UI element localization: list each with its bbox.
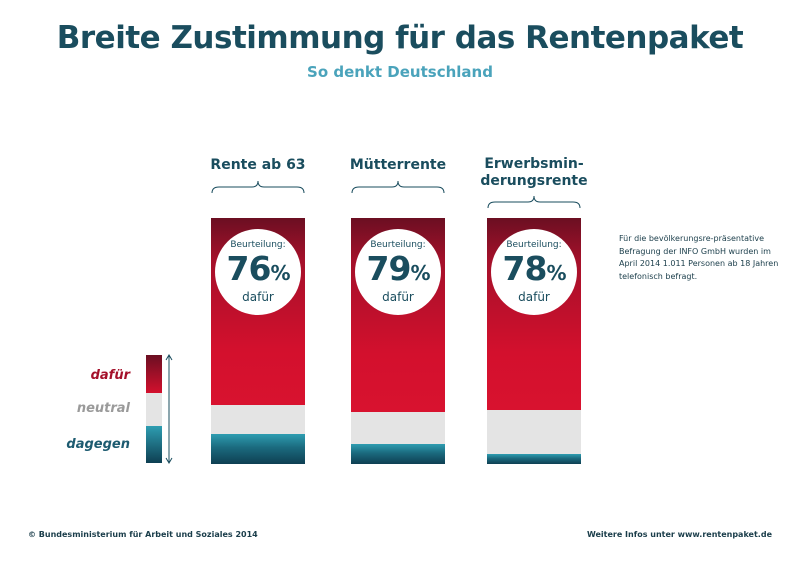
- approval-label: Beurteilung:: [370, 240, 426, 250]
- category-label: Rente ab 63: [210, 157, 306, 173]
- approval-suffix: dafür: [242, 290, 274, 304]
- bar-segment-neutral: [351, 412, 445, 445]
- approval-circle: Beurteilung: 79% dafür: [355, 229, 441, 315]
- category-label: Erwerbsmin-derungsrente: [480, 156, 588, 189]
- copyright-footer: © Bundesministerium für Arbeit und Sozia…: [28, 530, 258, 539]
- more-info-link[interactable]: Weitere Infos unter www.rentenpaket.de: [586, 530, 772, 539]
- category-brace: [211, 180, 305, 194]
- approval-value: 76%: [226, 249, 291, 288]
- chart-title: Breite Zustimmung für das Rentenpaket: [56, 20, 744, 56]
- bar-segment-neutral: [211, 404, 305, 435]
- approval-circle: Beurteilung: 76% dafür: [215, 229, 301, 315]
- legend-label-dafuer: dafür: [90, 368, 130, 383]
- category-brace: [487, 195, 581, 209]
- bar-segment-dagegen: [211, 434, 305, 464]
- category-label: Mütterrente: [349, 157, 447, 173]
- approval-value: 78%: [502, 249, 567, 288]
- approval-label: Beurteilung:: [230, 240, 286, 250]
- chart-subtitle: So denkt Deutschland: [307, 63, 493, 81]
- survey-note: Für die bevölkerungsre-präsentative Befr…: [619, 234, 779, 281]
- legend-swatch-neutral: [146, 393, 162, 426]
- bar-segment-dagegen: [351, 444, 445, 464]
- approval-value: 79%: [366, 249, 431, 288]
- legend-swatch-dagegen: [146, 426, 162, 463]
- legend-label-neutral: neutral: [76, 401, 130, 416]
- approval-label: Beurteilung:: [506, 240, 562, 250]
- bar-segment-neutral: [487, 409, 581, 455]
- approval-suffix: dafür: [518, 290, 550, 304]
- legend-arrow: [165, 354, 173, 464]
- approval-suffix: dafür: [382, 290, 414, 304]
- category-brace: [351, 180, 445, 194]
- bar-segment-dagegen: [487, 454, 581, 464]
- legend-swatch-dafuer: [146, 355, 162, 393]
- approval-circle: Beurteilung: 78% dafür: [491, 229, 577, 315]
- legend-label-dagegen: dagegen: [66, 437, 130, 452]
